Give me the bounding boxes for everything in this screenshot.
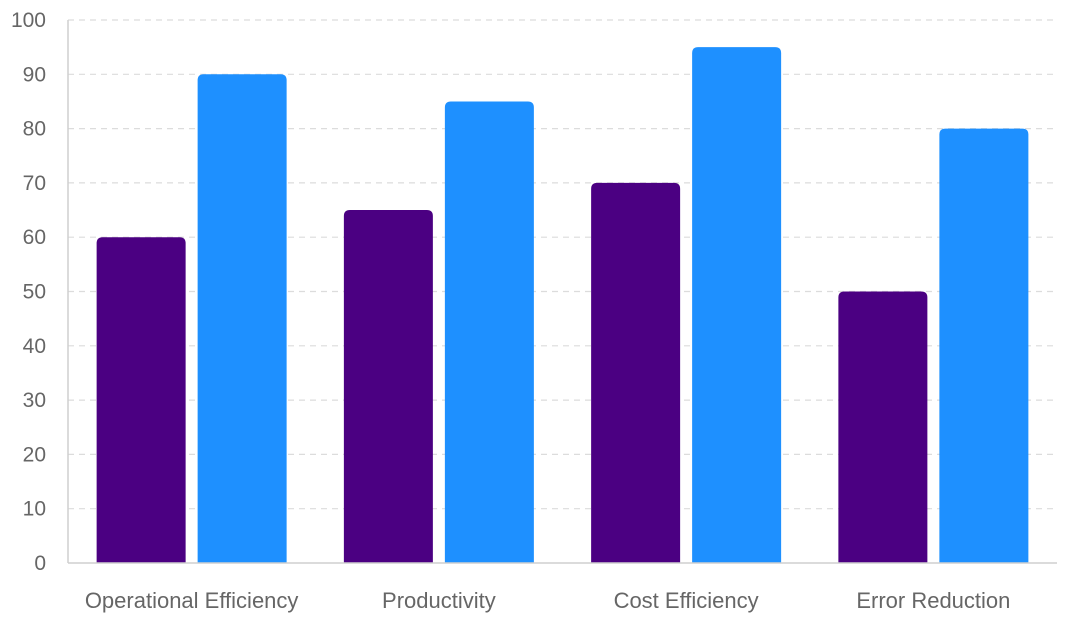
axes xyxy=(67,20,1057,564)
bar-marks xyxy=(96,47,1029,564)
x-axis-tick-labels: Operational Efficiency Productivity Cost E… xyxy=(85,588,1011,613)
y-tick-label-0: 0 xyxy=(34,552,46,575)
y-tick-label-40: 40 xyxy=(23,335,46,358)
bar-series1-cost-efficiency xyxy=(591,182,681,563)
bar-series1-productivity xyxy=(343,210,433,564)
bar-series2-cost-efficiency xyxy=(692,47,782,563)
y-tick-label-70: 70 xyxy=(23,172,46,195)
y-tick-label-60: 60 xyxy=(23,226,46,249)
x-tick-label-error-reduction: Error Reduction xyxy=(856,588,1010,613)
y-tick-label-80: 80 xyxy=(23,118,46,141)
y-tick-label-90: 90 xyxy=(23,63,46,86)
x-tick-label-operational-efficiency: Operational Efficiency xyxy=(85,588,299,613)
y-tick-label-10: 10 xyxy=(23,498,46,521)
y-tick-label-100: 100 xyxy=(11,9,46,32)
y-axis-tick-labels: 0 10 20 30 40 50 60 70 80 90 100 xyxy=(11,9,46,575)
bar-series1-operational-efficiency xyxy=(96,237,186,563)
x-tick-label-cost-efficiency: Cost Efficiency xyxy=(614,588,759,613)
bar-series2-error-reduction xyxy=(939,128,1029,563)
bar-series1-error-reduction xyxy=(838,291,928,563)
bar-series2-productivity xyxy=(444,101,534,563)
x-tick-label-productivity: Productivity xyxy=(382,588,496,613)
y-tick-label-30: 30 xyxy=(23,389,46,412)
y-tick-label-20: 20 xyxy=(23,443,46,466)
y-tick-label-50: 50 xyxy=(23,281,46,304)
bar-series2-operational-efficiency xyxy=(197,74,287,564)
